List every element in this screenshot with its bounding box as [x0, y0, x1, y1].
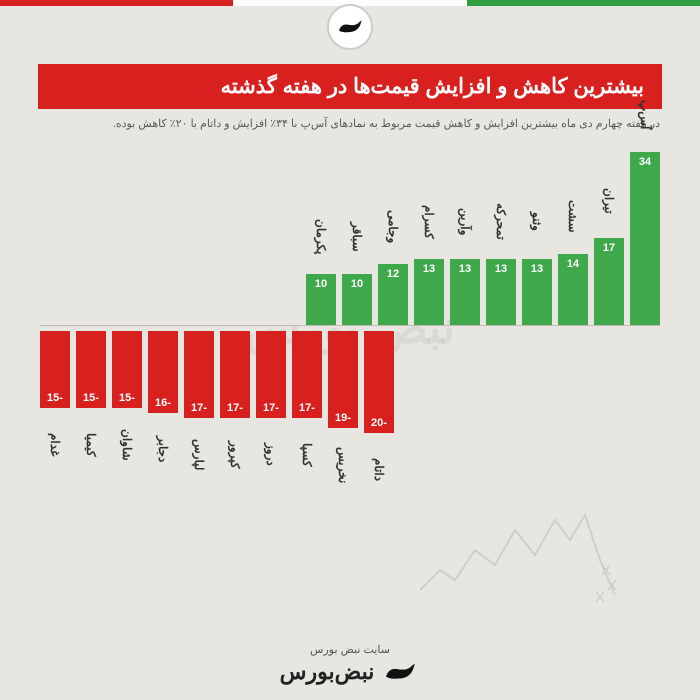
bar-value: 13	[522, 263, 552, 275]
bar-label: آس‌پ	[638, 82, 652, 148]
bar-value: 17	[594, 242, 624, 254]
logo-wrap	[0, 4, 700, 50]
bar: -19نخریس	[328, 331, 358, 428]
bar: 13کسرام	[414, 259, 444, 325]
bar-value: -19	[328, 412, 358, 424]
bar-label: لپارس	[192, 422, 206, 488]
gainers-bars: 34آس‌پ17تیران14سشت13وثنو13تمحرکه13وآرین1…	[306, 152, 660, 325]
bar-value: 13	[414, 263, 444, 275]
bar: -15شاوان	[112, 331, 142, 408]
bar: -20داتام	[364, 331, 394, 433]
bar-label: دجابر	[156, 417, 170, 483]
bar: 10پکرمان	[306, 274, 336, 325]
bar-value: 10	[342, 278, 372, 290]
bar-label: غدام	[48, 412, 62, 478]
bar-label: پکرمان	[314, 204, 328, 270]
bar: 34آس‌پ	[630, 152, 660, 325]
bar-value: -16	[148, 397, 178, 409]
chart-zone: 34آس‌پ17تیران14سشت13وثنو13تمحرکه13وآرین1…	[40, 138, 660, 518]
bar-label: وآرین	[458, 189, 472, 255]
bar-label: شاوان	[120, 412, 134, 478]
bar: 13تمحرکه	[486, 259, 516, 325]
bar-value: -15	[112, 392, 142, 404]
bar: -15غدام	[40, 331, 70, 408]
bar-value: 12	[378, 268, 408, 280]
bar-label: داتام	[372, 437, 386, 503]
subtitle: در هفته چهارم دی ماه بیشترین افزایش و کا…	[40, 117, 660, 130]
bar-label: کسپا	[300, 422, 314, 488]
bull-icon	[335, 16, 365, 38]
bar-label: سشت	[566, 184, 580, 250]
stripe-green	[467, 0, 700, 6]
bar: 17تیران	[594, 238, 624, 325]
footer: سایت نبض بورس نبض‌بورس	[0, 643, 700, 686]
bar-label: سباقر	[350, 204, 364, 270]
bar-value: 13	[450, 263, 480, 275]
bar-value: -15	[76, 392, 106, 404]
bar: 13وآرین	[450, 259, 480, 325]
bar: 13وثنو	[522, 259, 552, 325]
bar-value: -17	[256, 402, 286, 414]
bar-value: -17	[220, 402, 250, 414]
bar-label: وثنو	[530, 189, 544, 255]
bar-value: -17	[184, 402, 214, 414]
bar-value: 13	[486, 263, 516, 275]
bull-icon	[380, 658, 420, 686]
bar-value: 34	[630, 156, 660, 168]
bar-label: کیمیا	[84, 412, 98, 478]
bar-label: کپرور	[228, 422, 242, 488]
bar-label: نخریس	[336, 432, 350, 498]
bar-label: کسرام	[422, 189, 436, 255]
bar-value: -17	[292, 402, 322, 414]
bar-label: تیران	[602, 168, 616, 234]
logo-circle	[327, 4, 373, 50]
stripe-red	[0, 0, 233, 6]
footer-site-line: سایت نبض بورس	[0, 643, 700, 656]
bar-label: دروز	[264, 422, 278, 488]
bar: -17کسپا	[292, 331, 322, 418]
bar-label: تمحرکه	[494, 189, 508, 255]
bar: -15کیمیا	[76, 331, 106, 408]
bar: 14سشت	[558, 254, 588, 325]
bar: 12وجامی	[378, 264, 408, 325]
bar-value: 10	[306, 278, 336, 290]
bar: -17لپارس	[184, 331, 214, 418]
bar-value: -15	[40, 392, 70, 404]
bar: -17کپرور	[220, 331, 250, 418]
bar: -16دجابر	[148, 331, 178, 413]
page-title: بیشترین کاهش و افزایش قیمت‌ها در هفته گذ…	[38, 64, 662, 109]
axis-line	[40, 325, 660, 326]
footer-brand: نبض‌بورس	[0, 658, 700, 686]
losers-bars: -20داتام-19نخریس-17کسپا-17دروز-17کپرور-1…	[40, 331, 394, 433]
bar-label: وجامی	[386, 194, 400, 260]
bar-value: -20	[364, 417, 394, 429]
bar: -17دروز	[256, 331, 286, 418]
bar-value: 14	[558, 258, 588, 270]
footer-brand-text: نبض‌بورس	[280, 659, 375, 685]
bar: 10سباقر	[342, 274, 372, 325]
